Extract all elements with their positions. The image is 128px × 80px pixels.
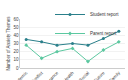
- svg-text:Future: Future: [93, 70, 106, 80]
- svg-text:20: 20: [14, 49, 20, 54]
- svg-text:Number of Anxiety Themes: Number of Anxiety Themes: [6, 16, 11, 71]
- svg-text:Health: Health: [62, 70, 75, 80]
- svg-text:60: 60: [14, 17, 20, 22]
- svg-text:Social: Social: [78, 70, 90, 80]
- svg-text:Appearance: Appearance: [39, 70, 60, 80]
- svg-text:Family: Family: [108, 70, 121, 80]
- svg-text:30: 30: [14, 41, 20, 46]
- svg-text:0: 0: [16, 66, 19, 71]
- svg-text:50: 50: [14, 25, 20, 30]
- svg-text:Conflict: Conflict: [30, 70, 45, 80]
- svg-text:Parent report: Parent report: [90, 31, 117, 36]
- svg-text:Academic: Academic: [11, 70, 29, 80]
- svg-text:Student report: Student report: [90, 12, 119, 17]
- svg-text:10: 10: [14, 57, 20, 62]
- svg-text:40: 40: [14, 33, 20, 38]
